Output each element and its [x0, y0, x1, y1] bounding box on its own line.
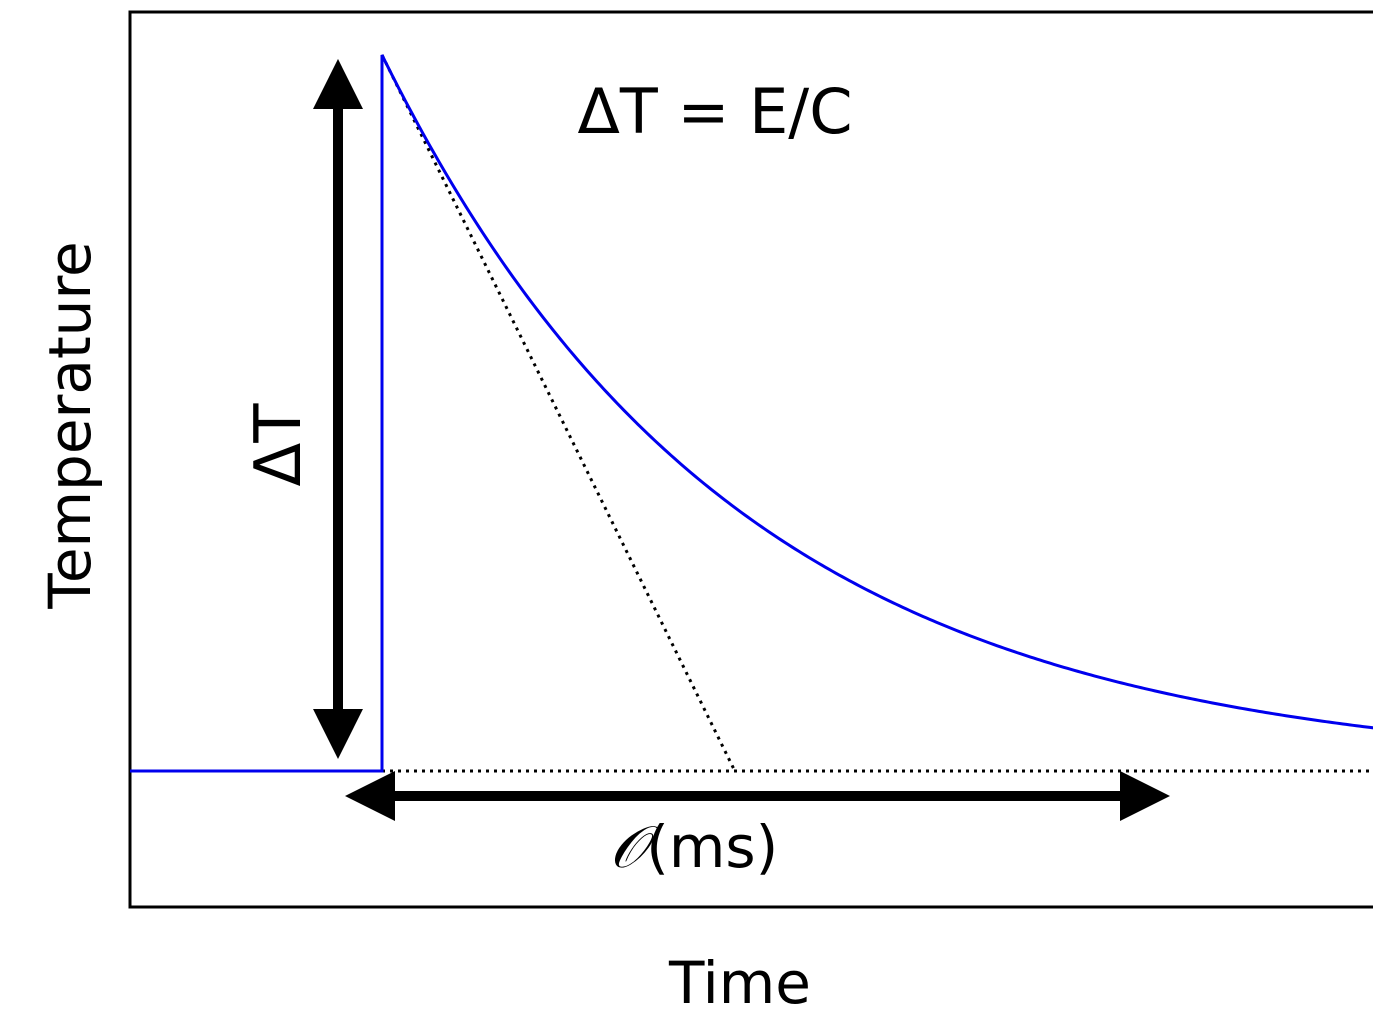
tangent-reference-line: [380, 54, 737, 772]
x-axis-label: Time: [668, 949, 811, 1011]
delta-t-label: ΔT: [242, 403, 316, 487]
y-axis-label: Temperature: [36, 241, 104, 609]
order-units: (ms): [646, 813, 778, 881]
plot-frame: [128, 10, 1373, 909]
temperature-pulse-line: [130, 54, 1373, 773]
equation-annotation: ΔT = E/C: [577, 75, 852, 148]
timescale-annotation: 𝒪(ms): [610, 813, 779, 881]
